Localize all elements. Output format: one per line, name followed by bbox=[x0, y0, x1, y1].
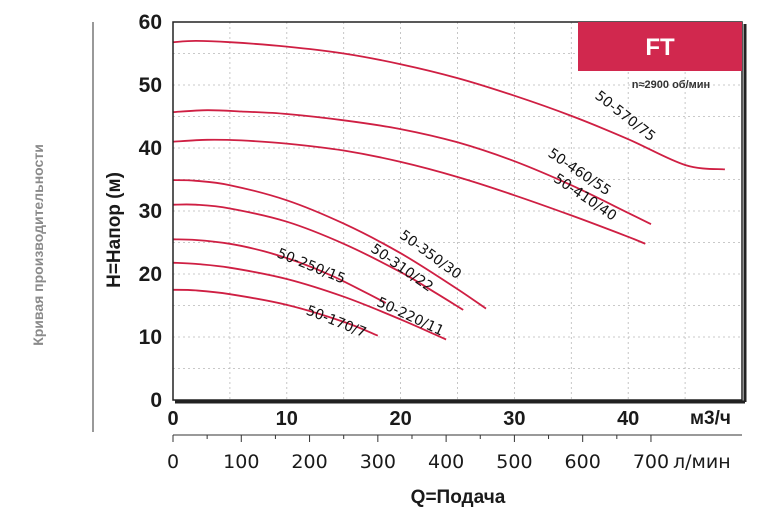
x2-unit-label: л/мин bbox=[673, 451, 731, 473]
curve-50-460-55 bbox=[172, 109, 652, 226]
y-tick-label: 10 bbox=[139, 326, 162, 349]
y-tick-label: 0 bbox=[150, 389, 162, 412]
series-badge bbox=[578, 22, 742, 71]
secondary-tick-label: 200 bbox=[291, 451, 327, 473]
x-axis-title: Q=Подача bbox=[411, 487, 506, 508]
y-tick-label: 50 bbox=[139, 74, 162, 97]
x-tick-label: 30 bbox=[503, 408, 525, 430]
plot-frame bbox=[172, 21, 743, 401]
curve-50-350-30 bbox=[172, 179, 487, 310]
y-axis-ticks: 0 10 20 30 40 50 60 bbox=[139, 11, 162, 412]
curve-50-570-75 bbox=[172, 39, 725, 171]
y-tick-label: 20 bbox=[139, 263, 162, 286]
gridlines bbox=[173, 22, 742, 400]
secondary-tick-label: 400 bbox=[428, 451, 464, 473]
side-caption: Кривая производительности bbox=[30, 144, 46, 346]
x-tick-label: 10 bbox=[276, 408, 298, 430]
secondary-tick-label: 600 bbox=[565, 451, 601, 473]
curve-50-220-11 bbox=[172, 261, 447, 341]
performance-curves bbox=[172, 39, 725, 341]
secondary-axis-ticks: 0 100 200 300 400 500 600 700 bbox=[167, 435, 669, 473]
x-axis-ticks: 0 10 20 30 40 bbox=[167, 408, 639, 430]
y-tick-label: 30 bbox=[139, 200, 162, 223]
secondary-tick-label: 500 bbox=[496, 451, 532, 473]
curve-50-250-15 bbox=[172, 238, 387, 304]
curve-labels: 50-570/7550-460/5550-410/4050-350/3050-3… bbox=[275, 88, 659, 341]
secondary-tick-label: 0 bbox=[167, 451, 179, 473]
x-tick-label: 40 bbox=[617, 408, 639, 430]
secondary-tick-label: 100 bbox=[223, 451, 259, 473]
curve-50-310-22 bbox=[172, 203, 464, 311]
curve-label: 50-220/11 bbox=[374, 295, 446, 340]
secondary-tick-label: 300 bbox=[360, 451, 396, 473]
y-tick-label: 60 bbox=[139, 11, 162, 34]
secondary-tick-label: 700 bbox=[633, 451, 669, 473]
curve-label: 50-250/15 bbox=[275, 246, 348, 288]
speed-label: n≈2900 об/мин bbox=[632, 79, 710, 91]
x-unit-label: м3/ч bbox=[690, 408, 731, 429]
x-tick-label: 20 bbox=[389, 408, 411, 430]
y-axis-title: H=Напор (м) bbox=[104, 172, 125, 288]
badge-label: FT bbox=[645, 34, 675, 61]
y-tick-label: 40 bbox=[139, 137, 162, 160]
curve-50-170-7 bbox=[172, 288, 379, 337]
curve-label: 50-170/7 bbox=[304, 303, 369, 342]
curve-50-410-40 bbox=[172, 138, 646, 245]
x-tick-label: 0 bbox=[167, 408, 178, 430]
